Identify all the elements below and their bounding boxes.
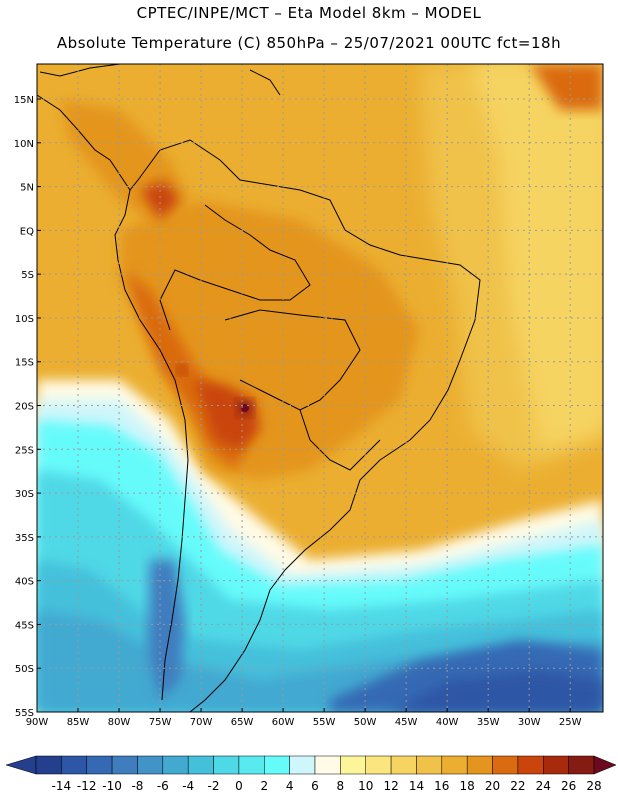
colorbar-swatch — [238, 755, 265, 775]
colorbar-label: 6 — [311, 779, 319, 793]
colorbar-label: -4 — [182, 779, 194, 793]
colorbar-label: 22 — [510, 779, 525, 793]
colorbar-label: 12 — [383, 779, 398, 793]
lat-label: 15S — [15, 358, 34, 369]
colorbar-swatch — [543, 755, 569, 775]
colorbar-swatch — [213, 755, 240, 775]
graticule — [37, 64, 603, 712]
colorbar-swatch — [517, 755, 544, 775]
longitude-labels: 90W 85W 80W 75W 70W 65W 60W 55W 50W 45W 40W 35W 30W 2… — [26, 708, 582, 728]
colorbar-min-arrow — [5, 755, 37, 775]
lon-label: 50W — [354, 717, 377, 728]
colorbar-swatch — [314, 755, 341, 775]
lat-label: 45S — [15, 620, 34, 631]
latitude-labels: 15N 10N 5N EQ 5S 10S 15S 20S 25S 30S 35S 40S 45S 50S 5… — [14, 95, 41, 719]
lat-label: 20S — [15, 402, 34, 413]
lat-label: 25S — [15, 445, 34, 456]
colorbar-label: 18 — [460, 779, 475, 793]
colorbar-label: -8 — [131, 779, 143, 793]
colorbar-swatch — [137, 755, 164, 775]
temperature-field — [37, 64, 603, 712]
colorbar-swatch — [162, 755, 189, 775]
lon-label: 90W — [26, 717, 49, 728]
colorbar-label: 24 — [536, 779, 551, 793]
colorbar-swatch — [35, 755, 62, 775]
lat-label: 35S — [15, 533, 34, 544]
lon-label: 45W — [395, 717, 418, 728]
chart-title-line-1: CPTEC/INPE/MCT – Eta Model 8km – MODEL — [136, 4, 482, 22]
colorbar-label: 10 — [358, 779, 373, 793]
lon-label: 30W — [518, 717, 541, 728]
colorbar-swatch — [111, 755, 138, 775]
colorbar — [5, 755, 617, 775]
colorbar-label: 20 — [485, 779, 500, 793]
colorbar-label: -14 — [52, 779, 72, 793]
lat-label: 10S — [15, 314, 34, 325]
lat-label: 30S — [15, 489, 34, 500]
lat-label: 55S — [15, 708, 34, 719]
lon-label: 75W — [149, 717, 172, 728]
colorbar-swatch — [441, 755, 468, 775]
colorbar-swatch — [365, 755, 392, 775]
colorbar-label: 16 — [434, 779, 449, 793]
lon-label: 80W — [108, 717, 131, 728]
lat-label: 15N — [14, 95, 34, 106]
colorbar-swatch — [289, 755, 316, 775]
colorbar-swatch — [492, 755, 519, 775]
colorbar-swatch — [86, 755, 113, 775]
lon-label: 25W — [559, 717, 582, 728]
lat-label: 40S — [15, 577, 34, 588]
colorbar-max-arrow — [593, 755, 617, 775]
lon-label: 40W — [436, 717, 459, 728]
colorbar-label: -10 — [102, 779, 122, 793]
colorbar-label: 4 — [286, 779, 294, 793]
colorbar-swatch — [466, 755, 493, 775]
map-frame — [36, 63, 604, 713]
colorbar-swatch — [340, 755, 366, 775]
colorbar-swatch — [264, 755, 290, 775]
colorbar-label: -2 — [208, 779, 220, 793]
lat-label: EQ — [20, 226, 34, 237]
lon-label: 60W — [272, 717, 295, 728]
colorbar-swatch — [61, 755, 87, 775]
lat-label: 50S — [15, 664, 34, 675]
lat-label: 5N — [20, 183, 34, 194]
colorbar-labels: -14 -12 -10 -8 -6 -4 -2 0 2 4 6 8 10 12 14 16 18 20 22 24 26… — [52, 779, 602, 793]
colorbar-swatch — [416, 755, 443, 775]
lon-label: 85W — [67, 717, 90, 728]
lon-label: 35W — [477, 717, 500, 728]
coastlines — [37, 64, 481, 712]
colorbar-swatch — [568, 755, 595, 775]
lon-label: 65W — [231, 717, 254, 728]
colorbar-swatch — [187, 755, 214, 775]
colorbar-label: 0 — [235, 779, 243, 793]
colorbar-label: 8 — [337, 779, 345, 793]
colorbar-swatch — [390, 755, 417, 775]
lon-label: 70W — [190, 717, 213, 728]
colorbar-label: 28 — [586, 779, 601, 793]
colorbar-label: -6 — [157, 779, 169, 793]
colorbar-label: -12 — [77, 779, 97, 793]
lon-label: 55W — [313, 717, 336, 728]
colorbar-label: 2 — [260, 779, 268, 793]
lat-label: 10N — [14, 139, 34, 150]
lat-label: 5S — [21, 270, 34, 281]
chart-title-line-2: Absolute Temperature (C) 850hPa – 25/07/… — [56, 34, 562, 52]
colorbar-label: 14 — [409, 779, 424, 793]
colorbar-label: 26 — [561, 779, 576, 793]
